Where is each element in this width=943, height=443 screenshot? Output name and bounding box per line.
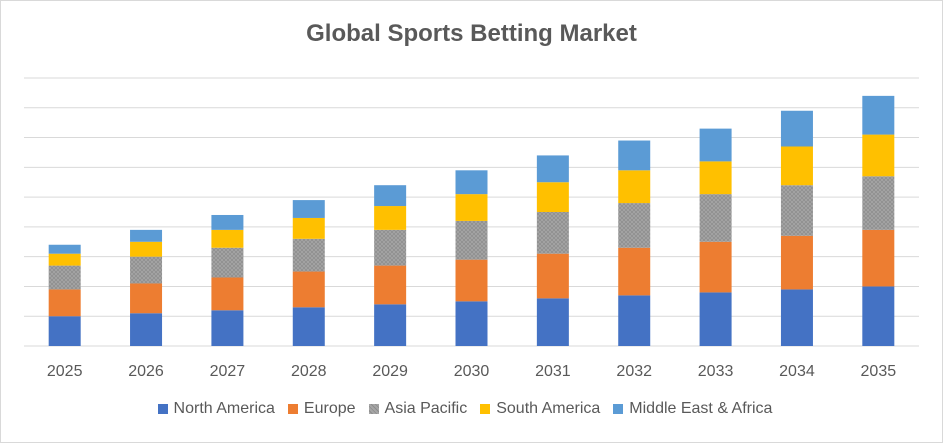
- bar-segment: [618, 170, 651, 204]
- legend-swatch: [480, 404, 491, 414]
- bar-segment: [780, 185, 813, 236]
- bar-segment: [536, 253, 569, 299]
- bar-segment: [699, 161, 732, 195]
- bar-segment: [699, 241, 732, 293]
- bar-segment: [48, 244, 81, 254]
- bar-segment: [862, 95, 895, 135]
- bar-segment: [48, 316, 81, 346]
- bar-segment: [455, 220, 488, 260]
- x-tick-label: 2027: [210, 363, 246, 380]
- bar-segment: [130, 229, 163, 242]
- bar-segment: [618, 140, 651, 171]
- bar-segment: [211, 214, 244, 230]
- legend-swatch: [368, 404, 379, 414]
- bar-segment: [374, 206, 407, 230]
- chart-title: Global Sports Betting Market: [306, 20, 637, 47]
- bar-segment: [48, 253, 81, 266]
- bar-segment: [780, 110, 813, 147]
- legend-item: Europe: [287, 400, 356, 418]
- legend-swatch: [157, 404, 168, 414]
- x-tick-label: 2025: [47, 363, 83, 380]
- legend-label: North America: [173, 400, 275, 417]
- legend-item: North America: [157, 400, 275, 418]
- bar-segment: [780, 146, 813, 186]
- bar-segment: [292, 307, 325, 346]
- bar-segment: [211, 310, 244, 346]
- x-tick-label: 2026: [128, 363, 164, 380]
- legend-label: South America: [496, 400, 601, 417]
- bar-segment: [618, 295, 651, 346]
- bar-segment: [292, 271, 325, 308]
- bar-segment: [780, 289, 813, 346]
- bar-segment: [699, 128, 732, 162]
- bar-segment: [48, 289, 81, 317]
- x-tick-label: 2033: [698, 363, 734, 380]
- bar-segment: [862, 134, 895, 177]
- legend-item: Middle East & Africa: [613, 400, 772, 418]
- bar-segment: [780, 235, 813, 290]
- x-tick-label: 2029: [372, 363, 408, 380]
- bar-segment: [536, 182, 569, 212]
- bar-segment: [130, 241, 163, 257]
- bar-segment: [455, 170, 488, 195]
- legend-item: Asia Pacific: [368, 400, 468, 418]
- x-tick-label: 2030: [454, 363, 490, 380]
- bar-segment: [48, 265, 81, 290]
- bar-segment: [292, 217, 325, 239]
- x-tick-label: 2034: [779, 363, 815, 380]
- bar-segment: [211, 277, 244, 311]
- x-tick-label: 2028: [291, 363, 327, 380]
- x-tick-label: 2035: [861, 363, 897, 380]
- bar-segment: [699, 292, 732, 346]
- bar-segment: [211, 229, 244, 248]
- bar-segment: [374, 185, 407, 207]
- bar-segment: [211, 247, 244, 278]
- bar-segment: [862, 229, 895, 287]
- legend-label: Asia Pacific: [384, 400, 468, 417]
- bar-segment: [862, 286, 895, 346]
- legend-swatch: [613, 404, 624, 414]
- bar-segment: [455, 259, 488, 302]
- bar-segment: [374, 304, 407, 346]
- bar-segment: [130, 313, 163, 346]
- bar-segment: [699, 194, 732, 242]
- legend: North America Europe Asia Pacific South Ame…: [0, 400, 943, 418]
- bar-segment: [292, 238, 325, 272]
- bar-segment: [455, 301, 488, 346]
- legend-item: South America: [480, 400, 600, 418]
- x-tick-label: 2031: [535, 363, 571, 380]
- bar-segment: [292, 200, 325, 218]
- bar-segment: [618, 203, 651, 248]
- x-tick-label: 2032: [616, 363, 652, 380]
- bar-segment: [536, 155, 569, 183]
- legend-label: Middle East & Africa: [629, 400, 773, 417]
- bar-segment: [130, 283, 163, 314]
- bar-segment: [536, 212, 569, 254]
- bar-segment: [862, 176, 895, 230]
- bar-segment: [536, 298, 569, 346]
- legend-label: Europe: [303, 400, 356, 417]
- bar-segment: [455, 194, 488, 221]
- bar-segment: [618, 247, 651, 296]
- bar-segment: [130, 256, 163, 284]
- legend-swatch: [287, 404, 298, 414]
- bar-segment: [374, 265, 407, 305]
- bar-segment: [374, 229, 407, 266]
